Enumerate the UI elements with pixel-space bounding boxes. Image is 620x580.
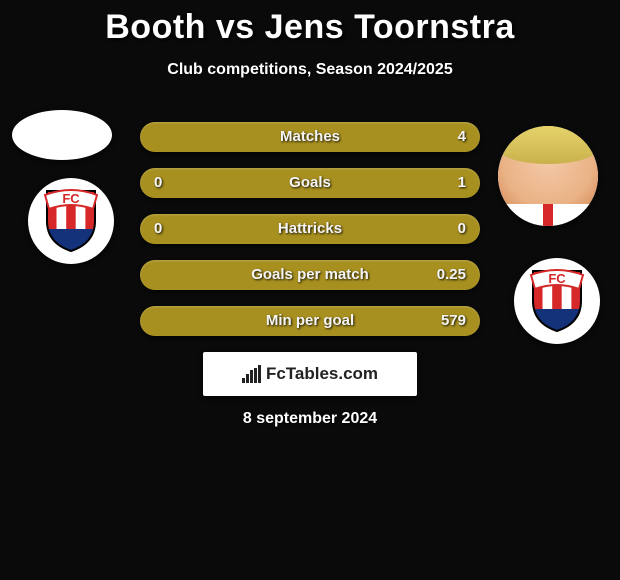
brand-box: FcTables.com: [203, 352, 417, 396]
bar-chart-icon: [242, 365, 262, 383]
stat-row: Matches4: [140, 122, 480, 152]
stat-row: Min per goal579: [140, 306, 480, 336]
season-subtitle: Club competitions, Season 2024/2025: [0, 61, 620, 79]
brand-label: FcTables.com: [266, 364, 378, 384]
stat-right-value: 4: [406, 122, 466, 152]
stat-right-value: 0.25: [406, 260, 466, 290]
stat-right-value: 1: [406, 168, 466, 198]
stat-row: 0Goals1: [140, 168, 480, 198]
stats-table: Matches4 0Goals1 0Hattricks0 Goals per matc…: [0, 122, 620, 352]
stat-row: Goals per match0.25: [140, 260, 480, 290]
stat-right-value: 579: [406, 306, 466, 336]
stat-row: 0Hattricks0: [140, 214, 480, 244]
page-title: Booth vs Jens Toornstra: [0, 8, 620, 47]
date-line: 8 september 2024: [0, 410, 620, 428]
stat-right-value: 0: [406, 214, 466, 244]
